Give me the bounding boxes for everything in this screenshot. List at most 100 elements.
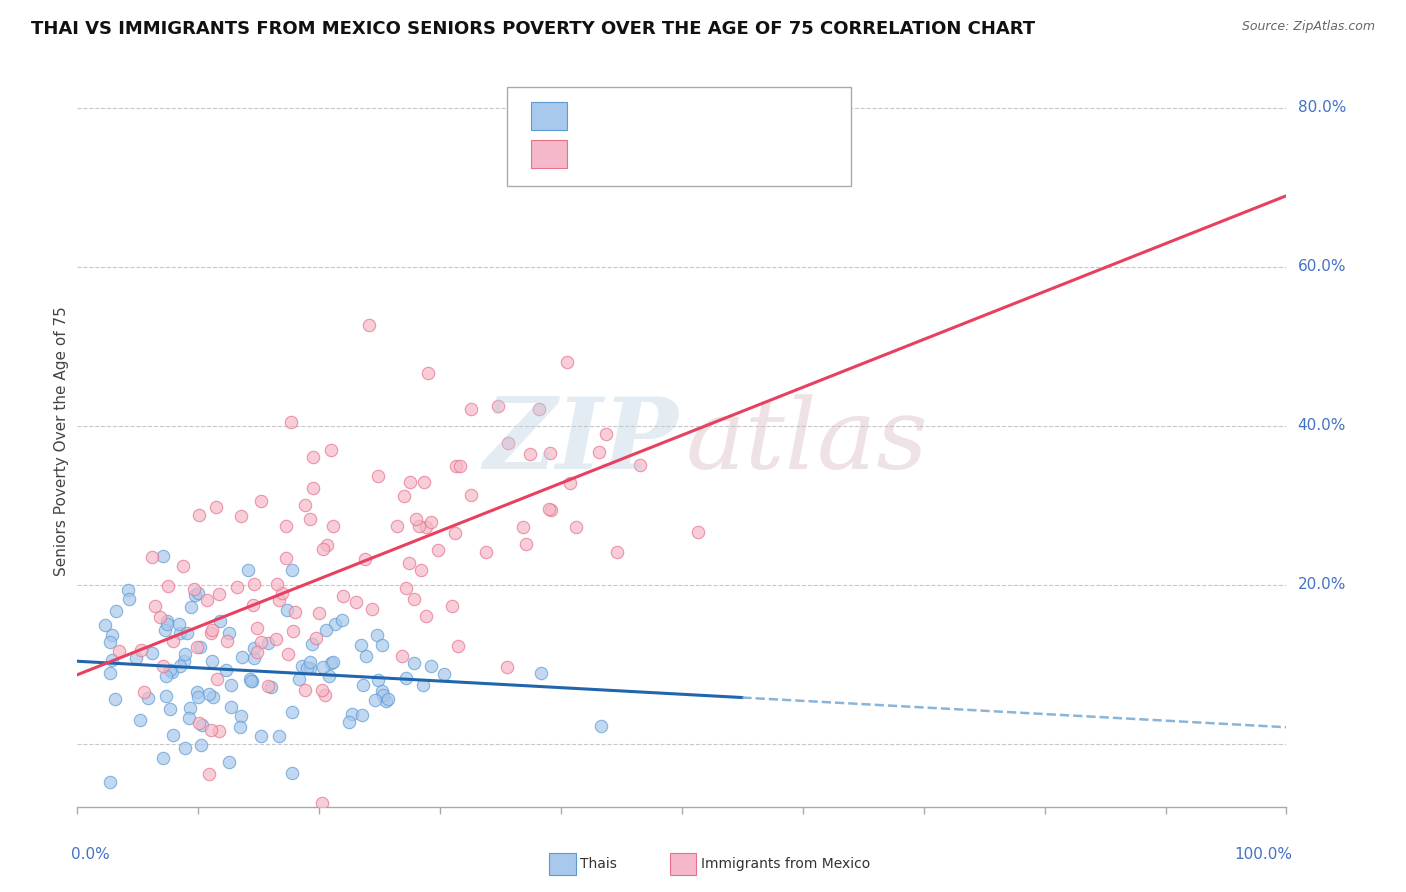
- Point: [405, 512, 427, 526]
- Point: [284, 605, 307, 619]
- Point: [156, 614, 179, 628]
- Point: [173, 654, 195, 668]
- Point: [515, 537, 537, 551]
- Point: [301, 637, 323, 651]
- FancyBboxPatch shape: [531, 103, 567, 130]
- Point: [129, 643, 152, 657]
- Point: [201, 623, 224, 637]
- Point: [208, 614, 231, 628]
- Point: [155, 669, 177, 683]
- Point: [152, 658, 174, 673]
- Point: [202, 690, 225, 705]
- Point: [295, 661, 318, 675]
- Point: [377, 692, 399, 706]
- Point: [129, 714, 152, 728]
- Point: [180, 599, 202, 614]
- Point: [530, 666, 553, 681]
- Text: 60.0%: 60.0%: [1298, 260, 1346, 274]
- Point: [266, 576, 288, 591]
- Point: [323, 617, 346, 632]
- Point: [332, 589, 354, 603]
- Point: [399, 475, 422, 490]
- Point: [190, 738, 212, 752]
- Point: [143, 599, 166, 614]
- Point: [588, 444, 610, 458]
- Point: [354, 552, 377, 566]
- Point: [688, 524, 710, 539]
- Point: [411, 563, 433, 577]
- Point: [350, 638, 373, 652]
- Point: [125, 651, 148, 665]
- Point: [229, 720, 252, 734]
- Point: [93, 618, 115, 632]
- Text: R = -0.146   N = 102: R = -0.146 N = 102: [582, 107, 755, 125]
- Point: [160, 665, 183, 679]
- Point: [101, 628, 124, 642]
- Point: [426, 542, 449, 557]
- Point: [311, 682, 333, 697]
- Text: 80.0%: 80.0%: [1298, 100, 1346, 115]
- Point: [117, 582, 139, 597]
- Point: [179, 701, 201, 715]
- Point: [299, 661, 322, 675]
- Point: [527, 401, 550, 416]
- Point: [321, 443, 343, 458]
- Point: [495, 660, 517, 674]
- Point: [240, 674, 263, 689]
- Point: [269, 593, 291, 607]
- Point: [367, 469, 389, 483]
- FancyBboxPatch shape: [531, 140, 567, 168]
- Point: [218, 756, 240, 770]
- Point: [408, 518, 430, 533]
- Point: [104, 603, 127, 617]
- Point: [201, 654, 224, 668]
- Point: [159, 702, 181, 716]
- Point: [443, 526, 465, 541]
- Point: [486, 399, 509, 413]
- Point: [308, 606, 330, 620]
- Point: [250, 729, 273, 743]
- Point: [159, 663, 181, 677]
- Point: [208, 724, 231, 739]
- Point: [188, 640, 211, 654]
- Point: [173, 648, 195, 662]
- Point: [537, 501, 560, 516]
- Point: [460, 488, 482, 502]
- Point: [314, 688, 336, 702]
- Point: [104, 691, 127, 706]
- Point: [169, 659, 191, 673]
- Point: [239, 672, 262, 686]
- Point: [242, 650, 264, 665]
- Point: [276, 603, 298, 617]
- Point: [606, 545, 628, 559]
- Point: [302, 481, 325, 495]
- Point: [322, 518, 344, 533]
- Point: [591, 719, 613, 733]
- Point: [446, 639, 468, 653]
- Text: 40.0%: 40.0%: [1298, 418, 1346, 434]
- Point: [186, 640, 208, 655]
- Point: [136, 690, 159, 705]
- Point: [249, 634, 271, 648]
- Point: [229, 508, 252, 523]
- Point: [198, 766, 221, 780]
- Point: [183, 582, 205, 596]
- Text: THAI VS IMMIGRANTS FROM MEXICO SENIORS POVERTY OVER THE AGE OF 75 CORRELATION CH: THAI VS IMMIGRANTS FROM MEXICO SENIORS P…: [31, 20, 1035, 37]
- Point: [512, 520, 534, 534]
- Point: [188, 508, 211, 522]
- Text: 0.0%: 0.0%: [72, 847, 110, 863]
- Point: [257, 679, 280, 693]
- Point: [398, 556, 420, 570]
- Point: [270, 586, 292, 600]
- Point: [101, 653, 124, 667]
- Point: [226, 580, 249, 594]
- Point: [108, 644, 131, 658]
- Point: [274, 550, 297, 565]
- Point: [371, 638, 394, 652]
- Point: [354, 649, 377, 664]
- Point: [475, 544, 498, 558]
- Point: [288, 672, 311, 686]
- Point: [412, 677, 434, 691]
- Point: [395, 582, 418, 596]
- Point: [239, 674, 262, 689]
